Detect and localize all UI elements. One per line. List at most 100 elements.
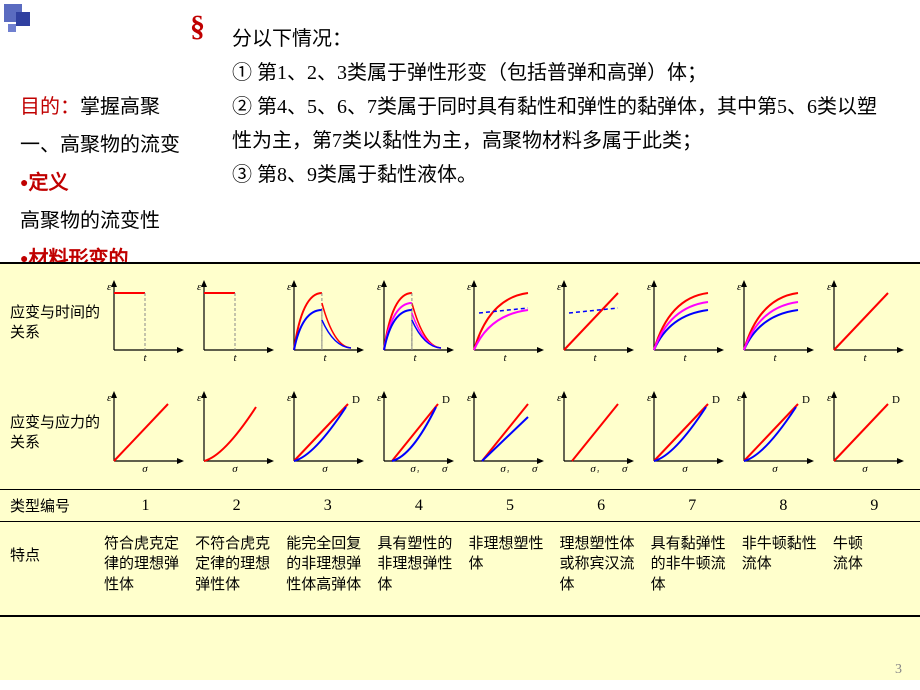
stress-chart-6: ε σ₁ σ: [550, 389, 640, 479]
time-chart-3: εt: [280, 278, 370, 368]
row2-label: 应变与应力的关系: [10, 414, 100, 453]
time-chart-6: εt: [550, 278, 640, 368]
svg-text:D: D: [892, 394, 900, 406]
svg-text:σ: σ: [622, 463, 628, 473]
time-chart-5: εt: [460, 278, 550, 368]
svg-text:ε: ε: [197, 281, 202, 293]
feature-9: 牛顿 流体: [829, 534, 920, 595]
feature-3: 能完全回复的非理想弹性体高弹体: [282, 534, 373, 595]
heading1: 一、高聚物的流变: [20, 126, 220, 164]
left-text-block: 目的：掌握高聚 一、高聚物的流变 ●定义 高聚物的流变性 ●材料形变的: [20, 88, 220, 278]
svg-text:σ₁: σ₁: [500, 463, 509, 473]
svg-text:ε: ε: [557, 281, 562, 293]
chart-area: 应变与时间的关系 εtεtεtεtεtεtεtεtεt 应变与应力的关系 εσε…: [0, 262, 920, 680]
svg-text:σ: σ: [682, 463, 688, 473]
overlay-line3: ③ 第8、9类属于黏性液体。: [232, 158, 894, 192]
type-num-9: 9: [829, 497, 920, 515]
time-chart-8: εt: [730, 278, 820, 368]
stress-chart-3: ε σ D: [280, 389, 370, 479]
svg-text:σ: σ: [772, 463, 778, 473]
feature-7: 具有黏弹性的非牛顿流体: [647, 534, 738, 595]
purpose-line: 目的：掌握高聚: [20, 88, 220, 126]
feature-1: 符合虎克定律的理想弹性体: [100, 534, 191, 595]
svg-text:t: t: [143, 352, 147, 362]
overlay-line1: ① 第1、2、3类属于弹性形变（包括普弹和高弹）体；: [232, 56, 894, 90]
stress-chart-8: ε σ D: [730, 389, 820, 479]
svg-text:ε: ε: [287, 392, 292, 404]
time-chart-7: εt: [640, 278, 730, 368]
svg-text:ε: ε: [737, 281, 742, 293]
svg-text:t: t: [233, 352, 237, 362]
svg-text:D: D: [352, 394, 360, 406]
feature-2: 不符合虎克定律的理想弹性体: [191, 534, 282, 595]
svg-text:t: t: [413, 352, 417, 362]
type-num-6: 6: [556, 497, 647, 515]
corner-decoration: [4, 4, 44, 34]
svg-text:t: t: [593, 352, 597, 362]
stress-chart-1: εσ: [100, 389, 190, 479]
type-label: 类型编号: [0, 495, 100, 516]
svg-text:ε: ε: [197, 392, 202, 404]
svg-text:t: t: [863, 352, 867, 362]
feat-cells: 符合虎克定律的理想弹性体不符合虎克定律的理想弹性体能完全回复的非理想弹性体高弹体…: [100, 534, 920, 595]
svg-text:ε: ε: [377, 392, 382, 404]
type-num-4: 4: [373, 497, 464, 515]
stress-chart-2: εσ: [190, 389, 280, 479]
svg-text:D: D: [712, 394, 720, 406]
type-num-3: 3: [282, 497, 373, 515]
type-num-7: 7: [647, 497, 738, 515]
time-chart-2: εt: [190, 278, 280, 368]
type-row: 类型编号 123456789: [0, 489, 920, 521]
feature-5: 非理想塑性体: [464, 534, 555, 595]
overlay-text-box: 分以下情况： ① 第1、2、3类属于弹性形变（包括普弹和高弹）体； ② 第4、5…: [218, 12, 908, 206]
svg-text:σ: σ: [532, 463, 538, 473]
time-chart-1: εt: [100, 278, 190, 368]
svg-text:D: D: [802, 394, 810, 406]
purpose-text: 掌握高聚: [80, 96, 160, 118]
feat-label: 特点: [0, 534, 100, 595]
type-num-2: 2: [191, 497, 282, 515]
stress-chart-4: εσ₁σD: [370, 389, 460, 479]
type-num-5: 5: [464, 497, 555, 515]
type-num-1: 1: [100, 497, 191, 515]
svg-text:ε: ε: [827, 392, 832, 404]
svg-text:ε: ε: [377, 281, 382, 293]
svg-text:σ₁: σ₁: [590, 463, 599, 473]
def-text: 高聚物的流变性: [20, 202, 220, 240]
purpose-label: 目的：: [20, 96, 80, 118]
svg-text:D: D: [442, 394, 450, 406]
overlay-line0: 分以下情况：: [232, 22, 894, 56]
svg-text:ε: ε: [737, 392, 742, 404]
svg-text:ε: ε: [557, 392, 562, 404]
def-label: 定义: [28, 172, 68, 194]
stress-chart-7: ε σ D: [640, 389, 730, 479]
svg-text:ε: ε: [827, 281, 832, 293]
svg-text:ε: ε: [467, 281, 472, 293]
time-chart-4: εt: [370, 278, 460, 368]
feature-8: 非牛顿黏性流体: [738, 534, 829, 595]
type-nums: 123456789: [100, 497, 920, 515]
stress-charts-row: εσεσεσDεσ₁σDεσ₁σεσ₁σεσDεσDεσD: [100, 389, 910, 479]
svg-text:t: t: [503, 352, 507, 362]
svg-text:σ: σ: [142, 463, 148, 473]
stress-chart-5: ε σ₁ σ: [460, 389, 550, 479]
feature-6: 理想塑性体或称宾汉流体: [556, 534, 647, 595]
page-number: 3: [895, 662, 902, 678]
stress-chart-9: εσD: [820, 389, 910, 479]
svg-text:ε: ε: [647, 392, 652, 404]
row1-label: 应变与时间的关系: [10, 304, 100, 343]
svg-text:ε: ε: [107, 392, 112, 404]
svg-text:t: t: [773, 352, 777, 362]
svg-text:ε: ε: [467, 392, 472, 404]
svg-text:t: t: [683, 352, 687, 362]
svg-text:ε: ε: [107, 281, 112, 293]
overlay-line2: ② 第4、5、6、7类属于同时具有黏性和弹性的黏弹体，其中第5、6类以塑性为主，…: [232, 90, 894, 158]
svg-text:σ: σ: [322, 463, 328, 473]
svg-text:σ: σ: [232, 463, 238, 473]
svg-text:t: t: [323, 352, 327, 362]
time-charts-row: εtεtεtεtεtεtεtεtεt: [100, 278, 910, 368]
svg-text:ε: ε: [287, 281, 292, 293]
section-mark: §: [190, 10, 205, 44]
svg-text:σ₁: σ₁: [410, 463, 419, 473]
def-line: ●定义: [20, 164, 220, 202]
